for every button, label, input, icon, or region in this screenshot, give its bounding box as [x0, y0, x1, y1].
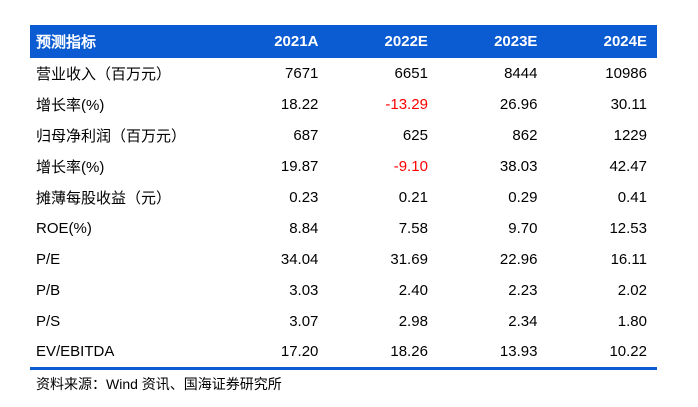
column-header-2021a: 2021A	[218, 25, 329, 58]
column-header-2023e: 2023E	[437, 25, 548, 58]
cell-value-negative: -9.10	[393, 158, 428, 175]
cell-value: 0.21	[398, 189, 428, 206]
cell-value: 30.11	[610, 96, 647, 113]
cell-value: 18.22	[280, 96, 319, 113]
table-row: P/B 3.03 2.40 2.23 2.02	[30, 275, 657, 306]
cell-value: 12.53	[609, 220, 647, 237]
table-row: 增长率(%) 19.87 -9.10 38.03 42.47	[30, 151, 657, 182]
row-label: P/E	[36, 251, 61, 268]
cell-value: 22.96	[499, 251, 538, 268]
cell-value: 10986	[605, 65, 647, 82]
cell-value: 3.03	[289, 282, 319, 299]
header-row: 预测指标 2021A 2022E 2023E 2024E	[30, 25, 657, 58]
cell-value: 19.87	[280, 158, 319, 175]
source-footnote: 资料来源：Wind 资讯、国海证券研究所	[36, 376, 282, 392]
table-row: P/E 34.04 31.69 22.96 16.11	[30, 244, 657, 275]
cell-value: 1.80	[617, 313, 647, 330]
cell-value: 13.93	[499, 343, 538, 361]
forecast-table: 预测指标 2021A 2022E 2023E 2024E 营业收入（百万元） 7…	[30, 25, 657, 370]
row-label: P/S	[36, 313, 61, 330]
cell-value: 9.70	[508, 220, 538, 237]
cell-value: 3.07	[289, 313, 319, 330]
row-label: 增长率(%)	[36, 159, 105, 176]
forecast-metrics-table: 预测指标 2021A 2022E 2023E 2024E 营业收入（百万元） 7…	[30, 25, 657, 370]
row-label: 摊薄每股收益（元）	[36, 190, 172, 207]
cell-value: 8.84	[289, 220, 319, 237]
row-label: 归母净利润（百万元）	[36, 128, 187, 145]
row-label: 增长率(%)	[36, 97, 105, 114]
cell-value: 42.47	[609, 158, 647, 175]
row-label: 营业收入（百万元）	[36, 66, 172, 83]
cell-value: 8444	[504, 65, 538, 82]
cell-value-negative: -13.29	[385, 96, 428, 113]
table-row: 增长率(%) 18.22 -13.29 26.96 30.11	[30, 89, 657, 120]
cell-value: 6651	[394, 65, 428, 82]
cell-value: 7.58	[398, 220, 428, 237]
cell-value: 10.22	[609, 343, 647, 361]
row-label: ROE(%)	[36, 220, 92, 237]
column-header-metric: 预测指标	[30, 25, 219, 58]
table-row: ROE(%) 8.84 7.58 9.70 12.53	[30, 213, 657, 244]
cell-value: 38.03	[499, 158, 538, 175]
cell-value: 2.40	[398, 282, 428, 299]
cell-value: 31.69	[390, 251, 428, 268]
cell-value: 0.41	[617, 189, 647, 206]
cell-value: 687	[293, 127, 319, 144]
cell-value: 17.20	[280, 343, 319, 361]
cell-value: 16.11	[610, 251, 647, 268]
row-label: EV/EBITDA	[36, 343, 115, 361]
column-header-2022e: 2022E	[328, 25, 438, 58]
cell-value: 7671	[285, 65, 319, 82]
table-row: 营业收入（百万元） 7671 6651 8444 10986	[30, 58, 657, 89]
cell-value: 2.23	[508, 282, 538, 299]
table-header: 预测指标 2021A 2022E 2023E 2024E	[30, 25, 657, 58]
cell-value: 0.29	[508, 189, 538, 206]
cell-value: 625	[402, 127, 428, 144]
table-row: EV/EBITDA 17.20 18.26 13.93 10.22	[30, 337, 657, 368]
cell-value: 1229	[613, 127, 647, 144]
cell-value: 862	[512, 127, 538, 144]
table-row: 归母净利润（百万元） 687 625 862 1229	[30, 120, 657, 151]
cell-value: 2.34	[508, 313, 538, 330]
column-header-2024e: 2024E	[547, 25, 657, 58]
row-label: P/B	[36, 282, 61, 299]
table-row: 摊薄每股收益（元） 0.23 0.21 0.29 0.41	[30, 182, 657, 213]
table-row: P/S 3.07 2.98 2.34 1.80	[30, 306, 657, 337]
cell-value: 26.96	[499, 96, 538, 113]
cell-value: 2.98	[398, 313, 428, 330]
table-body: 营业收入（百万元） 7671 6651 8444 10986 增长率(%) 18…	[30, 58, 657, 368]
cell-value: 0.23	[289, 189, 319, 206]
cell-value: 2.02	[617, 282, 647, 299]
cell-value: 18.26	[390, 343, 428, 361]
cell-value: 34.04	[280, 251, 319, 268]
